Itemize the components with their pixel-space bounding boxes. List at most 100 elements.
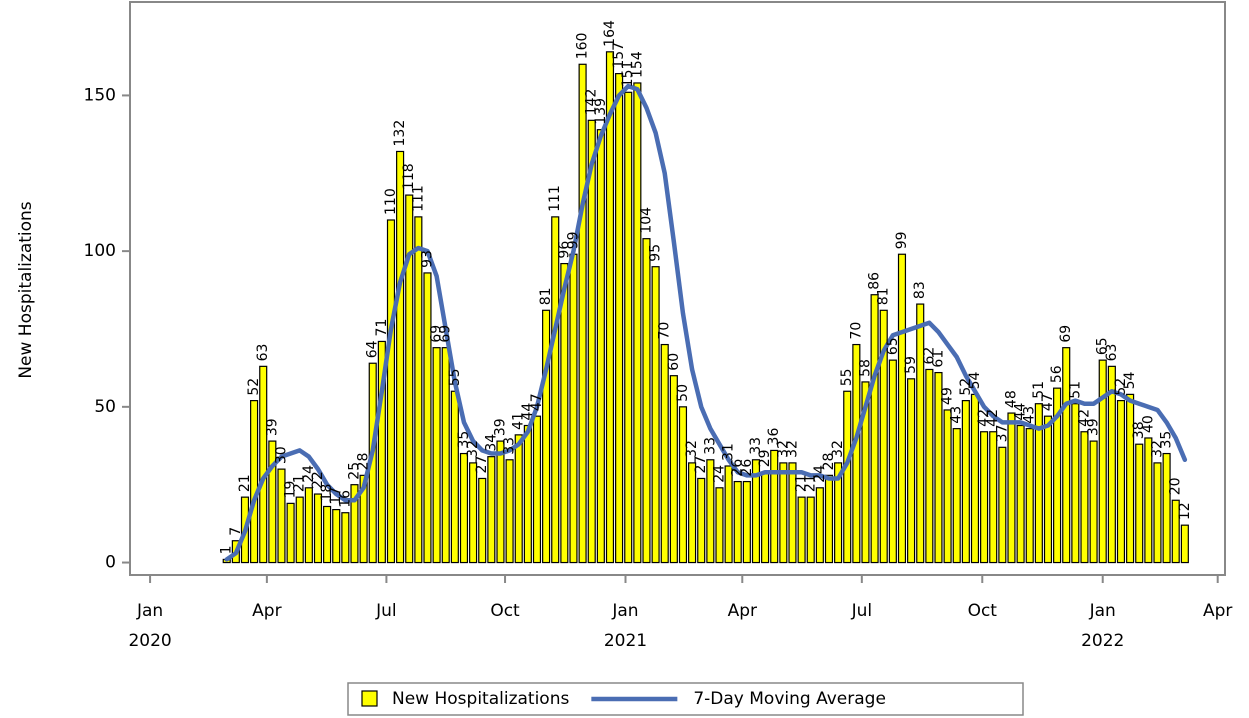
- legend-label: 7-Day Moving Average: [693, 689, 886, 709]
- bar: [861, 381, 870, 564]
- data-label: 17: [328, 487, 344, 505]
- data-label: 110: [383, 188, 399, 215]
- data-label: 39: [1086, 418, 1102, 436]
- data-label: 86: [867, 272, 883, 290]
- data-label: 70: [657, 322, 673, 340]
- bar: [1135, 443, 1144, 564]
- x-tick-label: Apr: [1203, 601, 1232, 621]
- bar: [1180, 524, 1189, 564]
- data-label: 99: [894, 231, 910, 249]
- x-tick-label: Apr: [252, 601, 281, 621]
- bar: [469, 462, 478, 564]
- x-tick-label: Jul: [375, 601, 397, 621]
- data-label: 104: [638, 207, 654, 234]
- bar: [359, 474, 368, 564]
- data-label: 43: [949, 406, 965, 424]
- bar: [250, 400, 259, 564]
- bar: [706, 459, 715, 564]
- data-label: 42: [985, 409, 1001, 427]
- data-label: 50: [675, 384, 691, 402]
- bar: [770, 449, 779, 564]
- bar: [1144, 437, 1153, 564]
- data-label: 33: [502, 437, 518, 455]
- data-label: 81: [876, 287, 892, 305]
- bar: [295, 496, 304, 564]
- data-label: 27: [474, 456, 490, 474]
- data-label: 151: [620, 61, 636, 88]
- bar: [423, 272, 432, 564]
- bar: [761, 471, 770, 564]
- data-label: 54: [967, 371, 983, 389]
- bar: [1025, 428, 1034, 564]
- bar: [350, 484, 359, 564]
- bar: [952, 428, 961, 564]
- data-label: 160: [575, 33, 591, 60]
- data-label: 63: [1104, 344, 1120, 362]
- bar: [961, 400, 970, 564]
- x-tick-label: Jan 2022: [1081, 601, 1124, 651]
- data-label: 58: [857, 359, 873, 377]
- data-label: 71: [374, 319, 390, 337]
- bar: [697, 477, 706, 564]
- bar: [514, 434, 523, 564]
- data-label: 32: [784, 440, 800, 458]
- bar: [824, 474, 834, 564]
- bar: [788, 462, 797, 564]
- data-label: 28: [356, 453, 372, 471]
- bar: [797, 496, 806, 564]
- y-tick-label: 100: [84, 241, 116, 261]
- data-label: 21: [803, 474, 819, 492]
- bar: [751, 459, 761, 564]
- data-label: 21: [292, 474, 308, 492]
- data-label: 49: [940, 387, 956, 405]
- data-label: 19: [283, 481, 299, 499]
- bar: [633, 82, 642, 564]
- data-label: 42: [1076, 409, 1092, 427]
- data-label: 60: [666, 353, 682, 371]
- moving-average-line: [224, 83, 1188, 562]
- data-label: 51: [1067, 381, 1083, 399]
- bar: [396, 150, 405, 564]
- data-label: 39: [264, 418, 280, 436]
- data-label: 41: [511, 412, 527, 430]
- bar: [1162, 452, 1171, 564]
- bar: [1043, 415, 1053, 564]
- bar: [304, 487, 313, 564]
- bar: [405, 194, 414, 564]
- data-label: 32: [1149, 440, 1165, 458]
- data-label: 1: [219, 546, 235, 555]
- bar: [1071, 403, 1080, 564]
- data-label: 51: [1031, 381, 1047, 399]
- data-label: 111: [410, 185, 426, 212]
- data-label: 64: [365, 340, 381, 358]
- data-label: 32: [684, 440, 700, 458]
- bar: [569, 253, 578, 564]
- bar: [441, 347, 450, 564]
- bar: [834, 462, 843, 564]
- data-label: 35: [1159, 431, 1175, 449]
- bar: [1034, 403, 1043, 564]
- bar: [532, 415, 542, 564]
- bar: [980, 431, 989, 564]
- x-tick-label: Jul: [851, 601, 873, 621]
- data-label: 30: [273, 446, 289, 464]
- bar: [733, 480, 742, 564]
- data-label: 111: [547, 185, 563, 212]
- y-axis-label: New Hospitalizations: [16, 201, 36, 378]
- bar: [432, 347, 441, 564]
- bar: [1171, 499, 1180, 564]
- data-label: 24: [301, 465, 317, 483]
- bar: [715, 487, 724, 564]
- data-label: 132: [392, 120, 408, 147]
- x-tick-label: Oct: [490, 601, 520, 621]
- bar: [742, 480, 751, 564]
- data-label: 65: [1095, 337, 1111, 355]
- bar: [450, 390, 459, 564]
- bar: [286, 502, 295, 564]
- data-label: 26: [739, 459, 755, 477]
- data-label: 21: [794, 474, 810, 492]
- x-tick-label: Jan 2021: [604, 601, 647, 651]
- data-label: 93: [419, 250, 435, 268]
- bar: [323, 505, 332, 564]
